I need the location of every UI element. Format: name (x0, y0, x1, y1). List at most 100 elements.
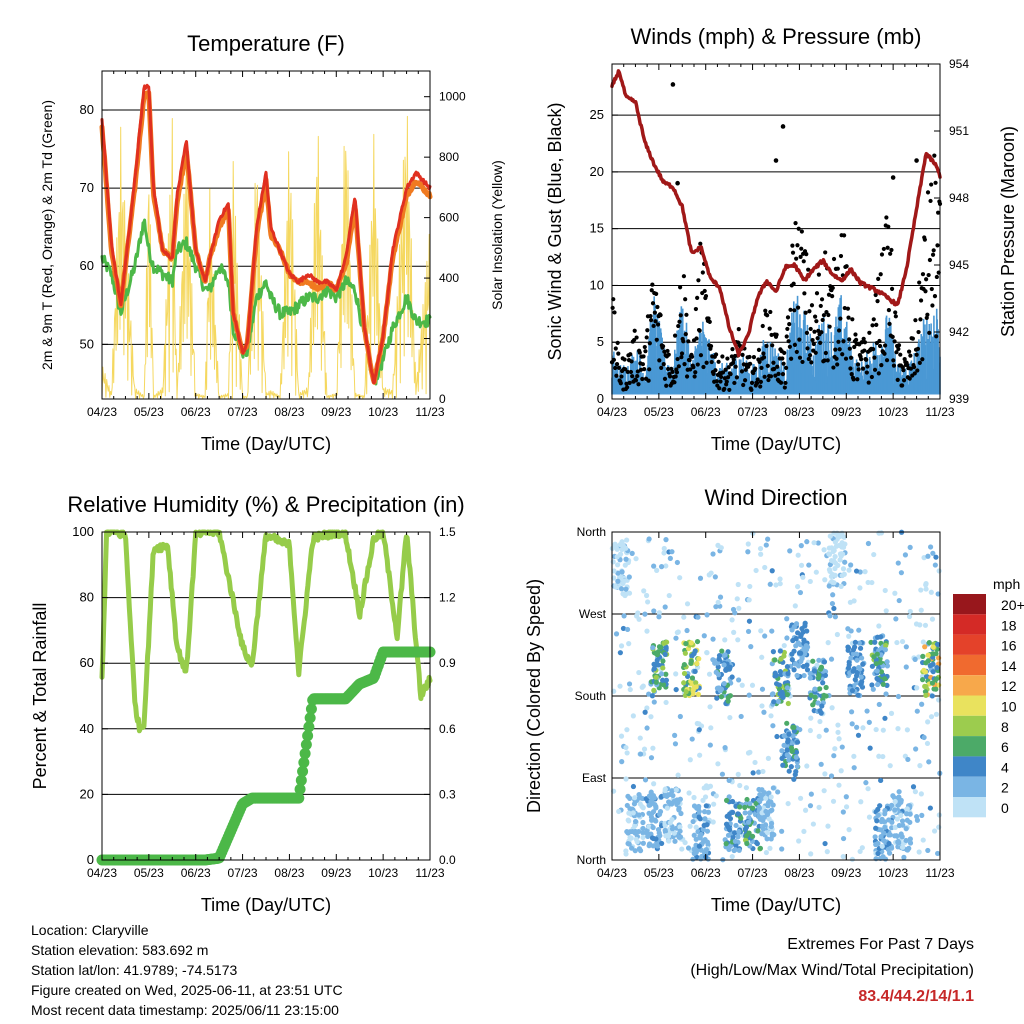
gust-point (932, 294, 938, 299)
gust-point (916, 329, 921, 335)
gust-point (893, 314, 898, 319)
wind-direction-point (772, 657, 778, 663)
wind-direction-point (646, 824, 652, 830)
wind-direction-point (919, 677, 926, 683)
wind-direction-point (933, 711, 940, 717)
wind-direction-point (804, 628, 810, 634)
gust-point (820, 317, 825, 323)
gust-point (678, 285, 683, 290)
wind-direction-point (619, 759, 625, 765)
wind-direction-point (648, 714, 654, 720)
wind-direction-point (650, 809, 657, 815)
gust-point (877, 338, 882, 344)
gust-point (768, 374, 774, 379)
wind-direction-point (765, 536, 771, 542)
gust-point (700, 270, 705, 275)
wind-direction-point (719, 771, 726, 777)
wind-direction-point (827, 561, 833, 568)
gust-point (853, 332, 858, 337)
legend-label: 8 (1001, 719, 1009, 735)
wind-direction-point (640, 840, 646, 846)
wind-direction-point (656, 644, 663, 650)
wind-direction-point (711, 801, 717, 807)
wind-direction-point (669, 549, 675, 555)
wind-direction-point (785, 671, 791, 677)
gust-point (713, 368, 718, 373)
wind-direction-point (892, 590, 898, 596)
wind-direction-point (874, 681, 881, 688)
wind-direction-point (880, 753, 886, 760)
wind-direction-point (798, 543, 804, 549)
gust-point (666, 366, 671, 372)
gust-point (842, 305, 847, 311)
gust-point (755, 377, 760, 382)
x-tick-label: 08/23 (784, 866, 814, 880)
wind-direction-point (777, 648, 783, 654)
gust-point (753, 366, 758, 371)
wind-direction-point (727, 714, 733, 721)
x-tick-label: 10/23 (878, 405, 908, 419)
wind-direction-point (808, 692, 814, 698)
wind-direction-point (852, 639, 858, 645)
wind-direction-point (878, 834, 884, 840)
gust-point (881, 246, 886, 252)
gust-outlier-point (675, 180, 680, 186)
wind-direction-point (779, 846, 785, 852)
wind-direction-point (769, 628, 775, 634)
created-text: Figure created on Wed, 2025-06-11, at 23… (31, 982, 343, 998)
wind-direction-point (828, 573, 835, 579)
gust-point (923, 289, 928, 294)
gust-point (809, 303, 815, 308)
wind-direction-point (620, 625, 627, 632)
wind-direction-point (623, 586, 629, 592)
wind-direction-point (785, 800, 791, 807)
wind-direction-point (799, 654, 805, 660)
wind-direction-point (666, 799, 672, 805)
wind-direction-point (791, 724, 797, 730)
wind-direction-point (801, 672, 807, 679)
wind-direction-point (893, 616, 899, 622)
wind-direction-point (840, 835, 847, 842)
gust-point (910, 336, 915, 341)
gust-point (893, 310, 898, 315)
gust-point (878, 272, 883, 277)
wind-direction-point (704, 612, 710, 618)
wind-direction-point (722, 745, 728, 751)
wind-direction-point (650, 824, 656, 831)
gust-point (677, 319, 682, 324)
wind-direction-point (931, 828, 938, 834)
wind-direction-point (693, 836, 699, 842)
wind-direction-point (785, 700, 791, 707)
wind-direction-point (747, 810, 753, 816)
y-right-tick-label: 1000 (439, 90, 466, 104)
wind-direction-point (681, 670, 688, 677)
wind-direction-point (759, 686, 766, 692)
wind-direction-point (930, 669, 936, 675)
wind-direction-point (696, 727, 702, 733)
wind-direction-point (932, 562, 938, 568)
gust-point (895, 377, 900, 382)
gust-point (769, 332, 774, 338)
wind-direction-point (857, 645, 864, 651)
wind-direction-point (659, 840, 665, 847)
wind-direction-point (764, 829, 771, 836)
gust-point (729, 354, 734, 359)
gust-point (834, 356, 839, 361)
recent-data-text: Most recent data timestamp: 2025/06/11 2… (31, 1002, 339, 1018)
gust-point (809, 360, 814, 365)
wind-direction-point (704, 649, 710, 656)
wind-direction-point (912, 789, 918, 795)
wind-direction-point (881, 676, 888, 682)
gust-point (855, 377, 860, 382)
gust-point (727, 387, 732, 393)
wind-direction-point (648, 755, 655, 761)
wind-direction-point (763, 849, 769, 856)
y-tick-label: 60 (80, 655, 94, 670)
gust-point (613, 365, 618, 371)
wind-direction-point (610, 559, 616, 565)
legend-label: 18 (1001, 617, 1017, 633)
gust-point (883, 343, 888, 348)
wind-direction-point (696, 808, 702, 815)
y-tick-label: North (577, 853, 606, 867)
gust-point (775, 364, 780, 369)
